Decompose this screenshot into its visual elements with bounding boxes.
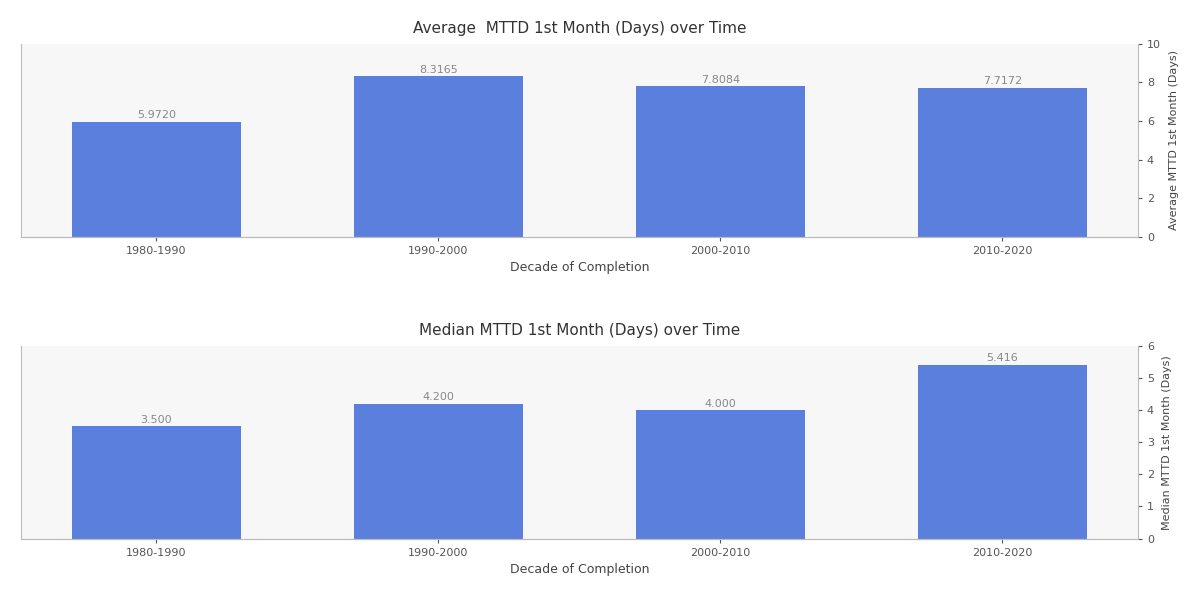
Bar bbox=[918, 88, 1087, 236]
Bar bbox=[354, 76, 523, 236]
Text: 3.500: 3.500 bbox=[140, 415, 172, 424]
Text: 7.8084: 7.8084 bbox=[701, 75, 740, 85]
Y-axis label: Median MTTD 1st Month (Days): Median MTTD 1st Month (Days) bbox=[1163, 355, 1172, 530]
Text: 5.416: 5.416 bbox=[986, 353, 1019, 363]
Bar bbox=[636, 86, 805, 236]
Bar bbox=[72, 122, 241, 236]
Title: Average  MTTD 1st Month (Days) over Time: Average MTTD 1st Month (Days) over Time bbox=[413, 21, 746, 36]
X-axis label: Decade of Completion: Decade of Completion bbox=[510, 563, 649, 576]
Bar bbox=[636, 410, 805, 538]
Title: Median MTTD 1st Month (Days) over Time: Median MTTD 1st Month (Days) over Time bbox=[419, 323, 740, 338]
Text: 8.3165: 8.3165 bbox=[419, 65, 457, 75]
Text: 7.7172: 7.7172 bbox=[983, 76, 1022, 87]
Y-axis label: Average MTTD 1st Month (Days): Average MTTD 1st Month (Days) bbox=[1169, 50, 1180, 230]
Text: 4.000: 4.000 bbox=[704, 399, 737, 408]
Text: 5.9720: 5.9720 bbox=[137, 110, 175, 120]
Text: 4.200: 4.200 bbox=[422, 392, 455, 402]
Bar bbox=[72, 426, 241, 538]
Bar bbox=[354, 404, 523, 538]
Bar bbox=[918, 365, 1087, 538]
X-axis label: Decade of Completion: Decade of Completion bbox=[510, 261, 649, 274]
